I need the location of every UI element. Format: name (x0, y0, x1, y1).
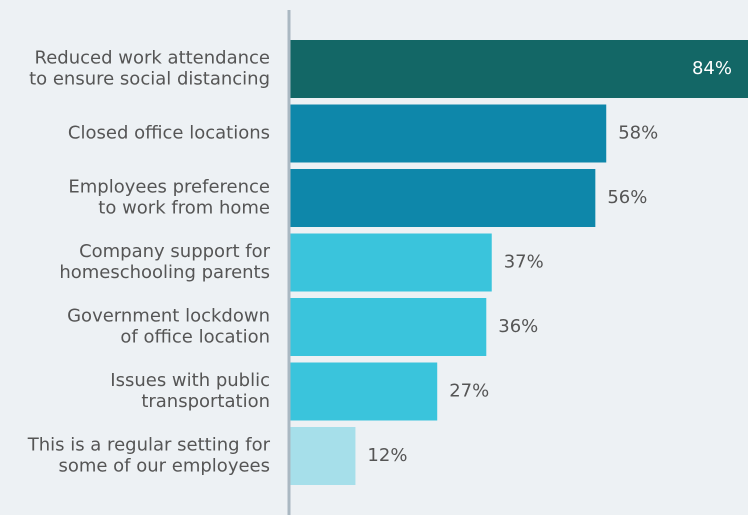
category-label-line: to ensure social distancing (29, 69, 270, 90)
category-label: Reduced work attendance to ensure social … (29, 48, 270, 90)
category-label-line: homeschooling parents (59, 262, 270, 283)
category-label-line: to work from home (98, 198, 270, 219)
bar (290, 169, 596, 227)
value-label: 36% (498, 316, 538, 337)
category-label-line: Closed office locations (68, 123, 270, 144)
value-label: 27% (449, 381, 489, 402)
category-label-line: Government lockdown (67, 306, 270, 327)
bar (290, 40, 748, 98)
bar (290, 427, 356, 485)
value-label: 58% (618, 123, 658, 144)
category-label: Issues with public transportation (110, 370, 270, 412)
category-label: Closed office locations (68, 123, 270, 144)
category-label-line: This is a regular setting for (27, 435, 271, 456)
category-label: Government lockdown of office location (67, 306, 270, 348)
category-label: Employees preference to work from home (68, 177, 270, 219)
category-label: This is a regular setting for some of our… (27, 435, 271, 477)
value-label: 12% (367, 445, 407, 466)
category-label: Company support for homeschooling parents (59, 241, 270, 283)
value-label: 37% (504, 252, 544, 273)
category-label-line: Reduced work attendance (35, 48, 270, 69)
bar (290, 104, 607, 163)
bar (290, 298, 487, 356)
value-label: 56% (607, 187, 647, 208)
category-label-line: of office location (120, 327, 270, 348)
bar (290, 233, 492, 292)
category-label-line: transportation (141, 391, 270, 412)
category-label-line: Issues with public (110, 370, 270, 391)
category-label-line: some of our employees (58, 456, 270, 477)
value-label: 84% (692, 58, 732, 79)
category-label-line: Company support for (79, 241, 271, 262)
bar (290, 362, 438, 421)
category-label-line: Employees preference (68, 177, 270, 198)
